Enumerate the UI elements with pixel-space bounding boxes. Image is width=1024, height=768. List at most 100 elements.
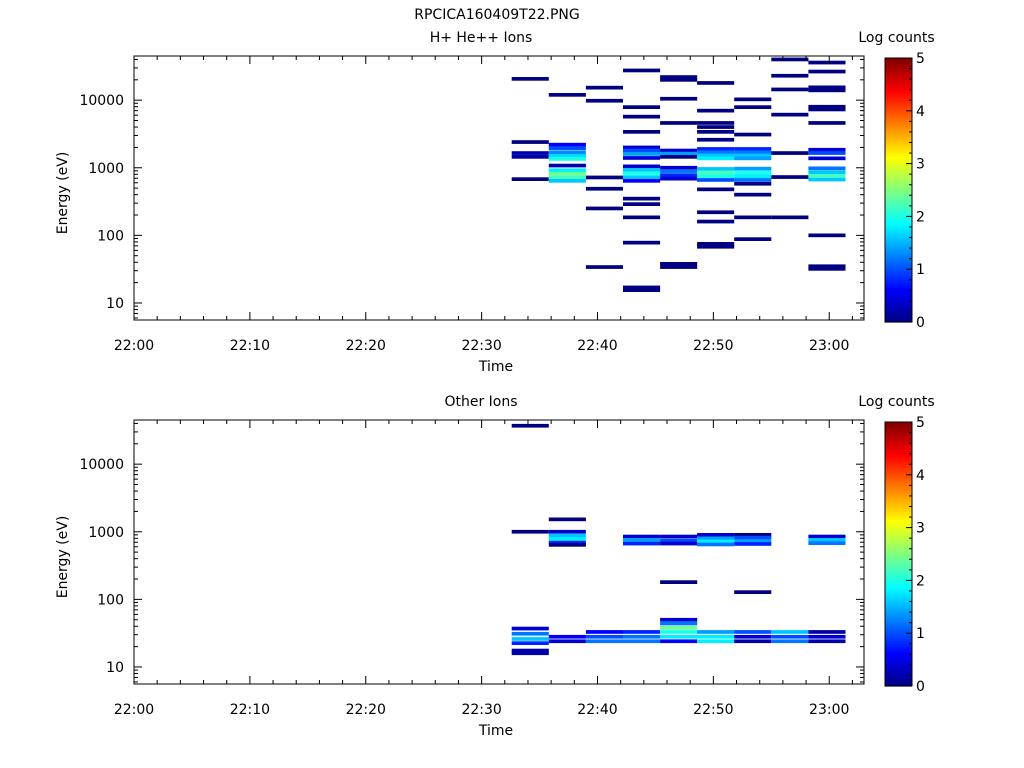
heatmap-cell bbox=[771, 175, 809, 179]
colorbar-tick-label: 4 bbox=[916, 104, 925, 120]
time-column bbox=[623, 68, 661, 292]
colorbar-step bbox=[885, 89, 912, 93]
heatmap-cell bbox=[808, 60, 846, 65]
colorbar-step bbox=[885, 298, 912, 302]
colorbar-step bbox=[885, 464, 912, 468]
heatmap-cell bbox=[734, 153, 772, 158]
heatmap-cell bbox=[660, 75, 698, 79]
colorbar-step bbox=[885, 488, 912, 492]
x-tick-label: 22:10 bbox=[230, 702, 270, 718]
colorbar-step bbox=[885, 176, 912, 181]
colorbar-step bbox=[885, 461, 912, 465]
heatmap-cell bbox=[660, 151, 698, 156]
colorbar-step bbox=[885, 485, 912, 489]
heatmap-cell bbox=[660, 78, 698, 82]
heatmap-cell bbox=[548, 634, 586, 639]
heatmap-cell bbox=[548, 157, 586, 161]
colorbar-step bbox=[885, 580, 912, 584]
heatmap-cell bbox=[511, 651, 549, 656]
colorbar-step bbox=[885, 285, 912, 289]
x-tick-label: 23:00 bbox=[809, 338, 849, 354]
colorbar-step bbox=[885, 638, 912, 642]
colorbar-step bbox=[885, 174, 912, 178]
colorbar-step bbox=[885, 622, 912, 626]
colorbar-step bbox=[885, 527, 912, 531]
heatmap-cell bbox=[697, 536, 735, 541]
heatmap-cell bbox=[548, 537, 586, 541]
heatmap-cell bbox=[734, 542, 772, 546]
heatmap-cell bbox=[660, 176, 698, 181]
colorbar-tick-label: 0 bbox=[916, 679, 925, 695]
colorbar-step bbox=[885, 311, 912, 315]
heatmap-cell bbox=[623, 285, 661, 290]
colorbar-step bbox=[885, 664, 912, 669]
heatmap-cell bbox=[623, 215, 661, 220]
colorbar-step bbox=[885, 448, 912, 452]
heatmap-cell bbox=[623, 630, 661, 634]
heatmap-cell bbox=[734, 192, 772, 197]
heatmap-cell bbox=[808, 541, 846, 545]
heatmap-cell bbox=[734, 634, 772, 639]
colorbar-step bbox=[885, 118, 912, 122]
heatmap-cell bbox=[511, 648, 549, 653]
colorbar-step bbox=[885, 569, 912, 574]
colorbar-step bbox=[885, 256, 912, 260]
heatmap-cell bbox=[623, 240, 661, 245]
heatmap-cell bbox=[808, 233, 846, 238]
colorbar-step bbox=[885, 432, 912, 436]
colorbar-step bbox=[885, 124, 912, 128]
colorbar-step bbox=[885, 261, 912, 265]
colorbar-step bbox=[885, 532, 912, 537]
heatmap-cell bbox=[697, 153, 735, 158]
heatmap-cell bbox=[808, 630, 846, 634]
y-tick-label: 10000 bbox=[79, 457, 124, 473]
heatmap-cell bbox=[623, 130, 661, 134]
colorbar-step bbox=[885, 675, 912, 679]
heatmap-cell bbox=[623, 639, 661, 644]
colorbar-step bbox=[885, 319, 912, 323]
colorbar-step bbox=[885, 110, 912, 115]
heatmap-cell bbox=[771, 634, 809, 639]
heatmap-cell bbox=[623, 156, 661, 160]
heatmap-cell bbox=[585, 186, 623, 191]
colorbar-step bbox=[885, 134, 912, 138]
colorbar-step bbox=[885, 195, 912, 199]
colorbar: 0 1 2 3 4 5 Log counts bbox=[858, 394, 934, 695]
colorbar-label: Log counts bbox=[858, 30, 934, 46]
colorbar-step bbox=[885, 92, 912, 96]
time-column bbox=[771, 630, 809, 644]
heatmap-cell bbox=[548, 150, 586, 155]
y-tick-label: 1000 bbox=[88, 525, 124, 541]
heatmap-cell bbox=[585, 634, 623, 639]
colorbar-step bbox=[885, 635, 912, 640]
colorbar-step bbox=[885, 200, 912, 204]
colorbar-step bbox=[885, 585, 912, 589]
colorbar-step bbox=[885, 633, 912, 637]
heatmap-cell bbox=[697, 639, 735, 644]
colorbar-step bbox=[885, 546, 912, 550]
colorbar-step bbox=[885, 205, 912, 210]
heatmap-cell bbox=[660, 634, 698, 639]
time-column bbox=[771, 57, 809, 220]
heatmap-cell bbox=[623, 164, 661, 169]
heatmap-cell bbox=[808, 538, 846, 542]
time-column bbox=[697, 533, 735, 644]
heatmap-cell bbox=[808, 174, 846, 178]
heatmap-cell bbox=[548, 171, 586, 176]
colorbar-step bbox=[885, 60, 912, 64]
x-tick-label: 22:00 bbox=[114, 338, 154, 354]
heatmap-cell bbox=[548, 179, 586, 183]
colorbar-step bbox=[885, 656, 912, 661]
heatmap-cell bbox=[660, 265, 698, 269]
heatmap-cell bbox=[808, 177, 846, 182]
colorbar-step bbox=[885, 517, 912, 521]
heatmap-cell bbox=[660, 262, 698, 266]
colorbar-step bbox=[885, 87, 912, 91]
colorbar-step bbox=[885, 453, 912, 457]
colorbar-step bbox=[885, 670, 912, 674]
heatmap-cell bbox=[548, 168, 586, 173]
colorbar-step bbox=[885, 219, 912, 223]
y-tick-label: 100 bbox=[97, 592, 124, 608]
heatmap-cell bbox=[734, 533, 772, 537]
heatmap-cell bbox=[697, 533, 735, 537]
